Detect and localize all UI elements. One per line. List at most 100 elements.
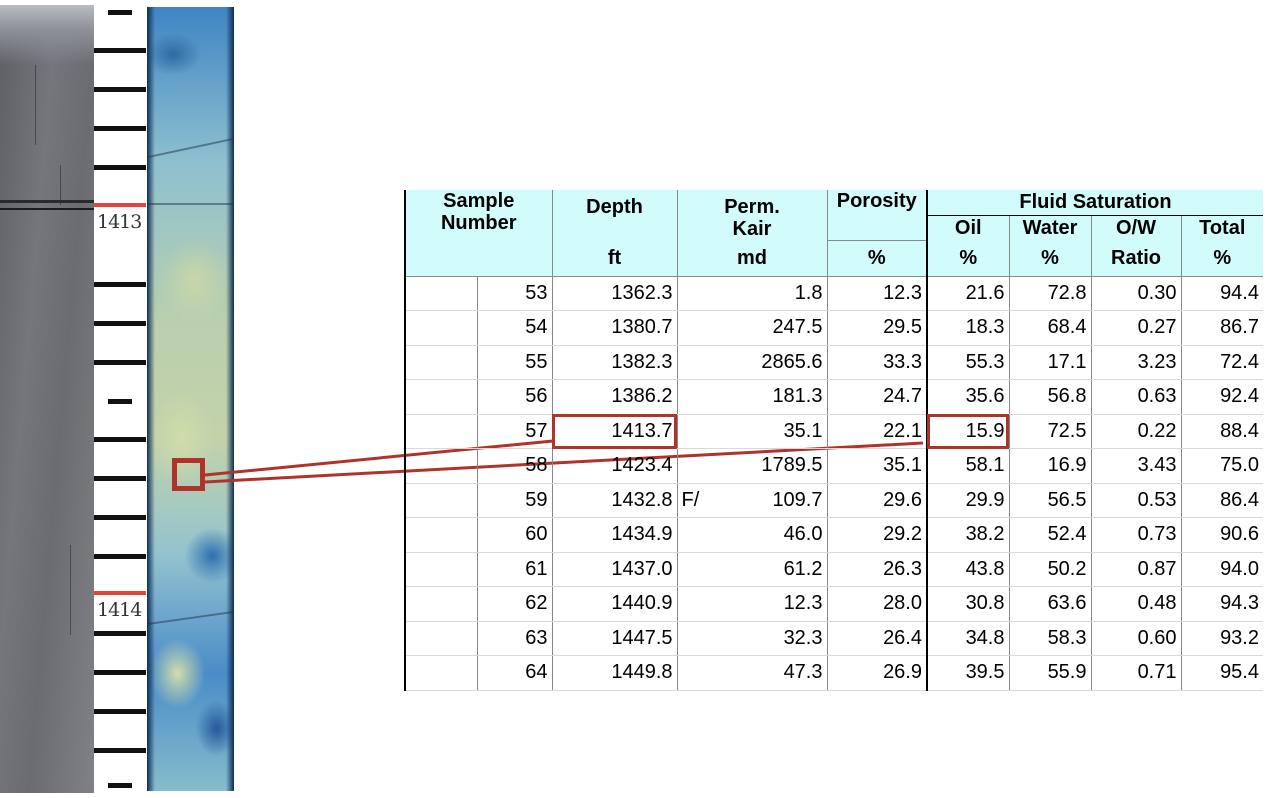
cell-spacer (404, 345, 477, 380)
cell-perm: 1789.5 (707, 448, 827, 484)
cell-oil: 39.5 (926, 655, 1009, 691)
cell-ow-ratio: 0.73 (1090, 517, 1181, 553)
header-total: Total (1180, 215, 1263, 240)
cell-spacer (404, 414, 477, 449)
cell-total: 86.4 (1180, 483, 1263, 518)
cell-water: 17.1 (1008, 345, 1091, 380)
table-row: 62 1440.9 12.3 28.0 30.8 63.6 0.48 94.3 (404, 586, 1263, 622)
cell-water: 16.9 (1008, 448, 1091, 484)
cell-sample-number: 62 (476, 586, 552, 622)
cell-total: 94.0 (1180, 552, 1263, 587)
cell-oil: 29.9 (926, 483, 1009, 518)
cell-porosity: 29.5 (826, 310, 927, 346)
ruler-label-1413: 1413 (97, 211, 142, 233)
header-water: Water (1008, 215, 1091, 240)
cell-oil: 38.2 (926, 517, 1009, 553)
cell-oil: 34.8 (926, 621, 1009, 656)
cell-depth: 1447.5 (551, 621, 677, 656)
cell-flag: F/ (676, 483, 707, 518)
cell-water: 72.5 (1008, 414, 1091, 449)
header-ow-ratio: O/W (1090, 215, 1181, 240)
cell-water: 56.5 (1008, 483, 1091, 518)
cell-sample-number: 58 (476, 448, 552, 484)
cell-spacer (404, 276, 477, 311)
header-perm-label: Perm. (724, 196, 780, 218)
cell-ow-ratio: 0.30 (1090, 276, 1181, 311)
cell-perm: 109.7 (707, 483, 827, 518)
table-row: 54 1380.7 247.5 29.5 18.3 68.4 0.27 86.7 (404, 310, 1263, 346)
cell-total: 86.7 (1180, 310, 1263, 346)
ruler-tick (94, 48, 146, 53)
table-row: 53 1362.3 1.8 12.3 21.6 72.8 0.30 94.4 (404, 276, 1263, 311)
cell-porosity: 24.7 (826, 379, 927, 415)
cell-porosity: 28.0 (826, 586, 927, 622)
cell-perm: 181.3 (707, 379, 827, 415)
cell-flag (676, 345, 707, 380)
core-fracture (0, 200, 94, 203)
core-photo-uv-fluorescence (147, 7, 234, 791)
ruler-tick (94, 360, 146, 365)
cell-sample-number: 64 (476, 655, 552, 691)
cell-sample-number: 63 (476, 621, 552, 656)
table-row: 55 1382.3 2865.6 33.3 55.3 17.1 3.23 72.4 (404, 345, 1263, 380)
table-row: 59 1432.8 F/109.7 29.6 29.9 56.5 0.53 86.4 (404, 483, 1263, 518)
core-edge-shadow (147, 7, 155, 791)
cell-ow-ratio: 0.87 (1090, 552, 1181, 587)
cell-perm: 35.1 (707, 414, 827, 449)
header-oil-unit: % (926, 240, 1009, 276)
cell-flag (676, 276, 707, 311)
core-edge-shadow (226, 7, 234, 791)
cell-total: 94.3 (1180, 586, 1263, 622)
cell-porosity: 33.3 (826, 345, 927, 380)
cell-sample-number: 61 (476, 552, 552, 587)
cell-perm: 2865.6 (707, 345, 827, 380)
cell-water: 50.2 (1008, 552, 1091, 587)
cell-total: 93.2 (1180, 621, 1263, 656)
cell-flag (676, 414, 707, 449)
cell-ow-ratio: 0.48 (1090, 586, 1181, 622)
cell-oil: 43.8 (926, 552, 1009, 587)
ruler-tick (94, 282, 146, 287)
table-row: 63 1447.5 32.3 26.4 34.8 58.3 0.60 93.2 (404, 621, 1263, 656)
core-vein (70, 545, 71, 635)
header-oil: Oil (926, 215, 1009, 240)
cell-perm: 12.3 (707, 586, 827, 622)
ruler-tick (94, 631, 146, 636)
cell-water: 68.4 (1008, 310, 1091, 346)
cell-spacer (404, 448, 477, 484)
cell-ow-ratio: 0.27 (1090, 310, 1181, 346)
cell-flag (676, 552, 707, 587)
cell-depth: 1382.3 (551, 345, 677, 380)
cell-oil: 58.1 (926, 448, 1009, 484)
cell-ow-ratio: 0.53 (1090, 483, 1181, 518)
cell-total: 90.6 (1180, 517, 1263, 553)
cell-total: 88.4 (1180, 414, 1263, 449)
ruler-tick (94, 748, 146, 753)
cell-spacer (404, 483, 477, 518)
cell-spacer (404, 655, 477, 691)
ruler-tick (94, 126, 146, 131)
cell-perm: 32.3 (707, 621, 827, 656)
core-crack (147, 610, 234, 626)
header-porosity-unit: % (826, 239, 927, 276)
cell-ow-ratio: 3.23 (1090, 345, 1181, 380)
core-vein (60, 165, 61, 205)
cell-sample-number: 56 (476, 379, 552, 415)
cell-spacer (404, 517, 477, 553)
header-sample-number: Sample Number (404, 190, 552, 240)
table-row: 61 1437.0 61.2 26.3 43.8 50.2 0.87 94.0 (404, 552, 1263, 587)
table-row: 58 1423.4 1789.5 35.1 58.1 16.9 3.43 75.0 (404, 448, 1263, 484)
ruler-tick (94, 437, 146, 442)
cell-water: 55.9 (1008, 655, 1091, 691)
cell-water: 72.8 (1008, 276, 1091, 311)
table-row: 60 1434.9 46.0 29.2 38.2 52.4 0.73 90.6 (404, 517, 1263, 553)
cell-depth: 1432.8 (551, 483, 677, 518)
cell-porosity: 12.3 (826, 276, 927, 311)
cell-total: 75.0 (1180, 448, 1263, 484)
cell-perm: 47.3 (707, 655, 827, 691)
cell-ow-ratio: 0.71 (1090, 655, 1181, 691)
cell-water: 52.4 (1008, 517, 1091, 553)
core-vein (35, 65, 36, 145)
cell-depth: 1380.7 (551, 310, 677, 346)
ruler-tick (108, 399, 132, 404)
